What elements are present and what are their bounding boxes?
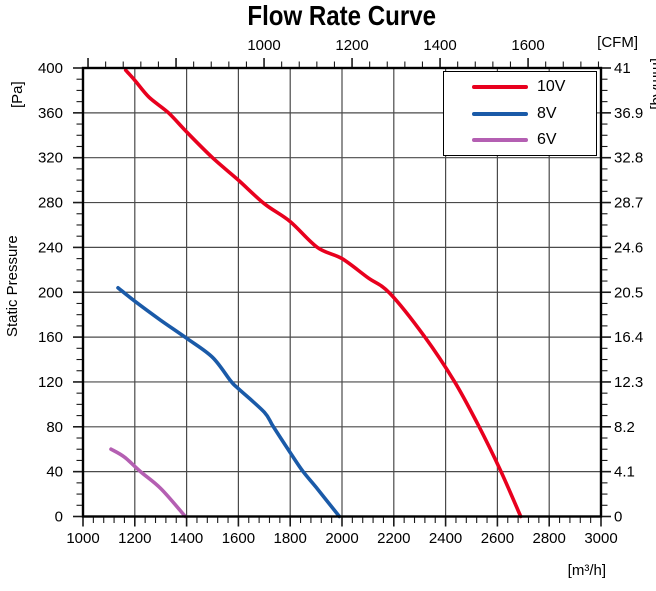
y2-axis-tick-label: 24.6 <box>614 239 643 256</box>
y2-axis-tick-label: 28.7 <box>614 195 643 212</box>
x-axis-tick-label: 1800 <box>274 530 307 547</box>
legend-line-8v <box>472 111 528 116</box>
y-axis-tick-label: 400 <box>38 60 63 77</box>
legend-label-10v: 10V <box>537 78 566 96</box>
x2-axis-tick-label: 1000 <box>247 37 280 54</box>
curve-10v <box>123 68 523 519</box>
x-axis-tick-label: 1000 <box>66 530 99 547</box>
x-axis-tick-label: 2200 <box>377 530 410 547</box>
chart-title-row: Flow Rate Curve <box>14 1 656 31</box>
y-axis-tick-label: 200 <box>38 284 63 301</box>
y2-axis-tick-label: 12.3 <box>614 374 643 391</box>
top-axis-unit-label: [CFM] <box>597 34 638 51</box>
x-axis-tick-label: 2800 <box>533 530 566 547</box>
y2-axis-tick-label: 32.8 <box>614 150 643 167</box>
legend-label-8v: 8V <box>537 104 557 122</box>
y2-axis-tick-label: 16.4 <box>614 329 643 346</box>
curve-6v <box>109 447 188 519</box>
legend-label-6v: 6V <box>537 130 557 148</box>
x-axis-tick-label: 2600 <box>481 530 514 547</box>
x-axis-tick-label: 2400 <box>429 530 462 547</box>
x2-axis-tick-label: 1400 <box>423 37 456 54</box>
plot-border <box>81 66 603 518</box>
legend-line-6v <box>472 137 528 142</box>
y-axis-tick-label: 320 <box>38 150 63 167</box>
y2-axis-tick-label: 36.9 <box>614 105 643 122</box>
chart-legend: 10V 8V 6V <box>443 71 597 156</box>
x-axis-tick-label: 1200 <box>118 530 151 547</box>
x2-axis-tick-label: 1200 <box>335 37 368 54</box>
y2-axis-tick-label: 20.5 <box>614 284 643 301</box>
y2-axis-tick-label: 0 <box>614 509 622 526</box>
y-axis-tick-label: 0 <box>55 509 63 526</box>
y-axis-tick-label: 160 <box>38 329 63 346</box>
y-axis-tick-label: 40 <box>46 464 63 481</box>
y-axis-tick-label: 80 <box>46 419 63 436</box>
x-axis-tick-label: 3000 <box>584 530 617 547</box>
x2-axis-tick-label: 1600 <box>511 37 544 54</box>
chart-title: Flow Rate Curve <box>247 0 437 31</box>
y2-axis-tick-label: 8.2 <box>614 419 635 436</box>
legend-item-6v: 6V <box>444 129 596 151</box>
x-axis-tick-label: 1400 <box>170 530 203 547</box>
y-axis-tick-label: 280 <box>38 195 63 212</box>
y-axis-tick-label: 360 <box>38 105 63 122</box>
x-axis-tick-label: 2000 <box>325 530 358 547</box>
y2-axis-tick-label: 41 <box>614 60 631 77</box>
legend-line-10v <box>472 85 528 90</box>
legend-item-10v: 10V <box>444 76 596 98</box>
y-axis-tick-label: 120 <box>38 374 63 391</box>
bottom-axis-unit-label: [m³/h] <box>567 562 606 579</box>
y2-axis-tick-label: 4.1 <box>614 464 635 481</box>
x-axis-tick-label: 1600 <box>222 530 255 547</box>
y-axis-tick-label: 240 <box>38 239 63 256</box>
legend-item-8v: 8V <box>444 103 596 125</box>
curve-8v <box>116 286 342 519</box>
